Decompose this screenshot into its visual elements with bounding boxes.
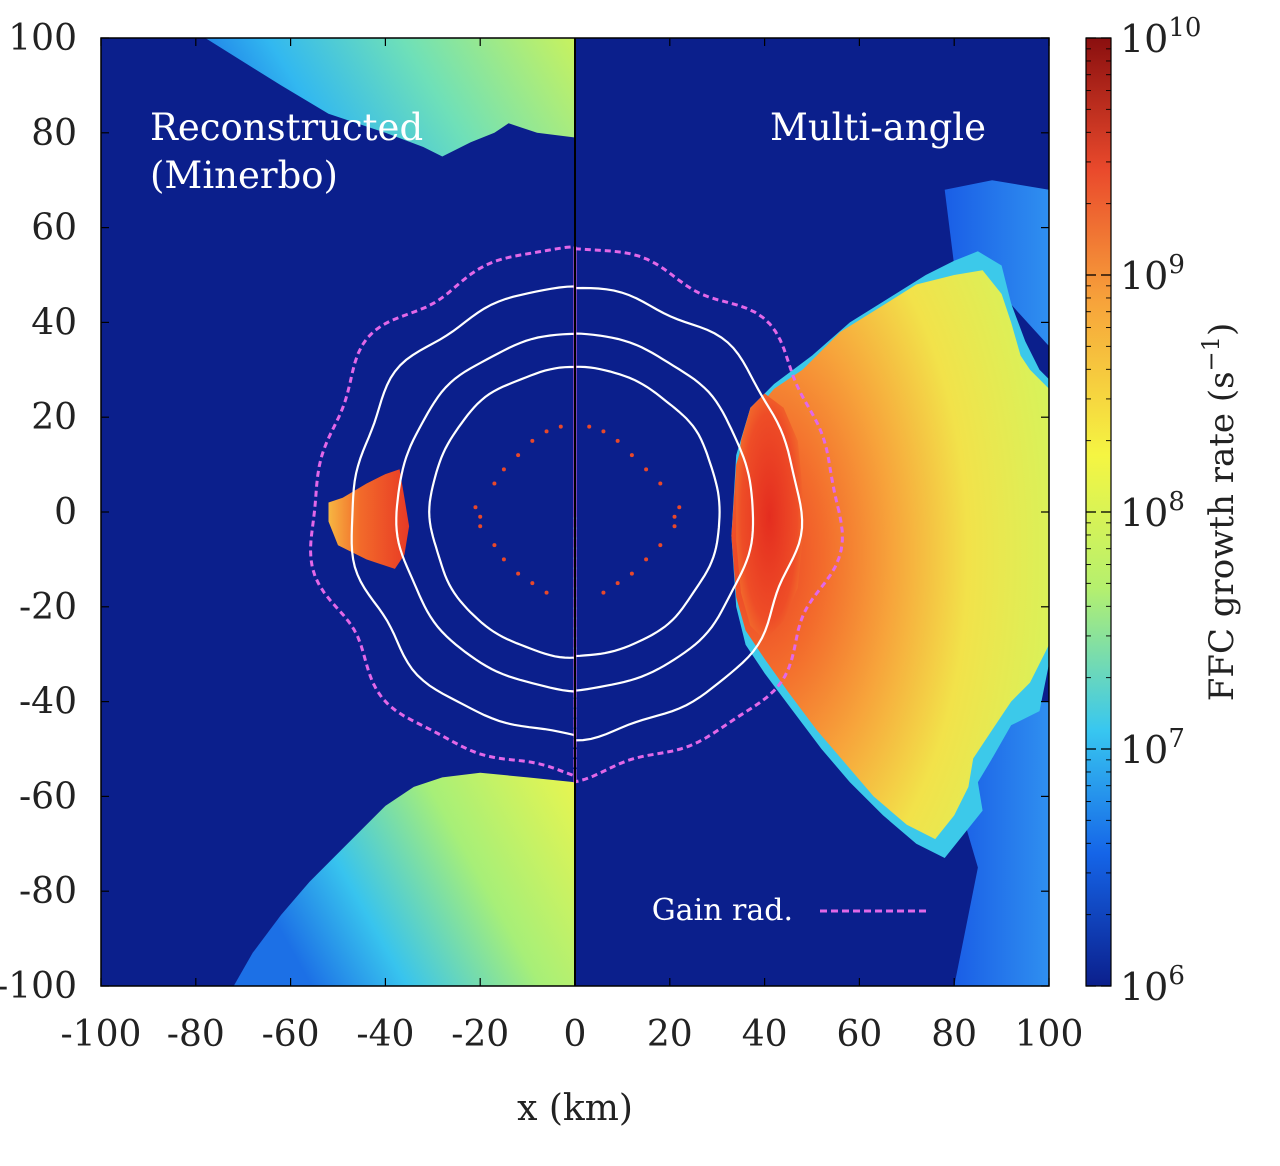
- x-tick-label: -20: [451, 1014, 509, 1055]
- growth-point: [558, 424, 563, 429]
- x-tick-label: -80: [167, 1014, 225, 1055]
- growth-point: [629, 453, 634, 458]
- panel-label-right-line: Multi-angle: [770, 106, 986, 149]
- growth-point: [501, 557, 506, 562]
- growth-point: [530, 581, 535, 586]
- colorbar-tick-label: 106: [1120, 961, 1185, 1009]
- y-tick-label: 0: [54, 492, 77, 533]
- x-axis-ticks: -100 -80 -60 -40 -20 0 20 40 60 80 100: [61, 38, 1084, 1055]
- y-tick-label: -20: [19, 587, 77, 628]
- growth-point: [478, 514, 483, 519]
- growth-point: [516, 453, 521, 458]
- bottom-left-growth-region: [233, 772, 575, 986]
- y-tick-label: -60: [19, 776, 77, 817]
- growth-point: [501, 467, 506, 472]
- growth-point: [587, 424, 592, 429]
- panel-labels: Reconstructed (Minerbo) Multi-angle: [150, 106, 986, 197]
- x-tick-label: 0: [564, 1014, 587, 1055]
- right-peak-growth-core: [736, 393, 803, 640]
- growth-point: [601, 590, 606, 595]
- x-tick-label: -60: [262, 1014, 320, 1055]
- growth-point: [544, 429, 549, 434]
- y-axis-ticks: 100 80 60 40 20 0 -20 -40 -60 -80 -100: [0, 18, 1049, 1007]
- growth-point: [644, 467, 649, 472]
- growth-point: [478, 524, 483, 529]
- growth-point: [516, 571, 521, 576]
- growth-point: [615, 438, 620, 443]
- x-tick-label: 20: [647, 1014, 693, 1055]
- growth-point: [492, 543, 497, 548]
- growth-point: [544, 590, 549, 595]
- y-tick-label: -100: [0, 966, 77, 1007]
- x-tick-label: 80: [931, 1014, 977, 1055]
- growth-point: [658, 481, 663, 486]
- growth-point: [601, 429, 606, 434]
- colorbar-tick-label: 1010: [1120, 13, 1201, 61]
- growth-point: [672, 524, 677, 529]
- growth-point: [677, 505, 682, 510]
- x-tick-label: 60: [836, 1014, 882, 1055]
- colorbar-label: FFC growth rate (s−1): [1197, 323, 1242, 701]
- y-tick-label: 20: [31, 397, 77, 438]
- top-left-growth-region: [205, 38, 576, 157]
- y-tick-label: -40: [19, 682, 77, 723]
- growth-point: [473, 505, 478, 510]
- growth-point: [629, 571, 634, 576]
- y-tick-label: 60: [31, 208, 77, 249]
- y-tick-label: 40: [31, 302, 77, 343]
- growth-point: [492, 481, 497, 486]
- growth-point: [672, 514, 677, 519]
- y-tick-label: -80: [19, 871, 77, 912]
- growth-point: [658, 543, 663, 548]
- colorbar-ticks: 106 107 108 109 1010: [1086, 13, 1201, 1009]
- scattered-growth-points: [473, 424, 682, 595]
- panel-label-left-line: Reconstructed: [150, 106, 423, 149]
- left-growth-hotspot: [328, 469, 410, 569]
- colorbar-tick-label: 107: [1120, 724, 1185, 772]
- legend: Gain rad.: [652, 893, 928, 928]
- growth-rate-field: [205, 38, 1049, 986]
- y-tick-label: 80: [31, 113, 77, 154]
- growth-point: [530, 438, 535, 443]
- x-tick-label: -100: [61, 1014, 142, 1055]
- colorbar-tick-label: 108: [1120, 487, 1185, 535]
- x-tick-label: -40: [356, 1014, 414, 1055]
- x-tick-label: 40: [742, 1014, 788, 1055]
- growth-point: [615, 581, 620, 586]
- colorbar-tick-label: 109: [1120, 250, 1185, 298]
- y-tick-label: 100: [8, 18, 77, 59]
- growth-point: [644, 557, 649, 562]
- x-tick-label: 100: [1015, 1014, 1084, 1055]
- x-axis-label: x (km): [517, 1088, 633, 1129]
- panel-label-left-line: (Minerbo): [150, 154, 338, 197]
- legend-label-gain-radius: Gain rad.: [652, 893, 793, 928]
